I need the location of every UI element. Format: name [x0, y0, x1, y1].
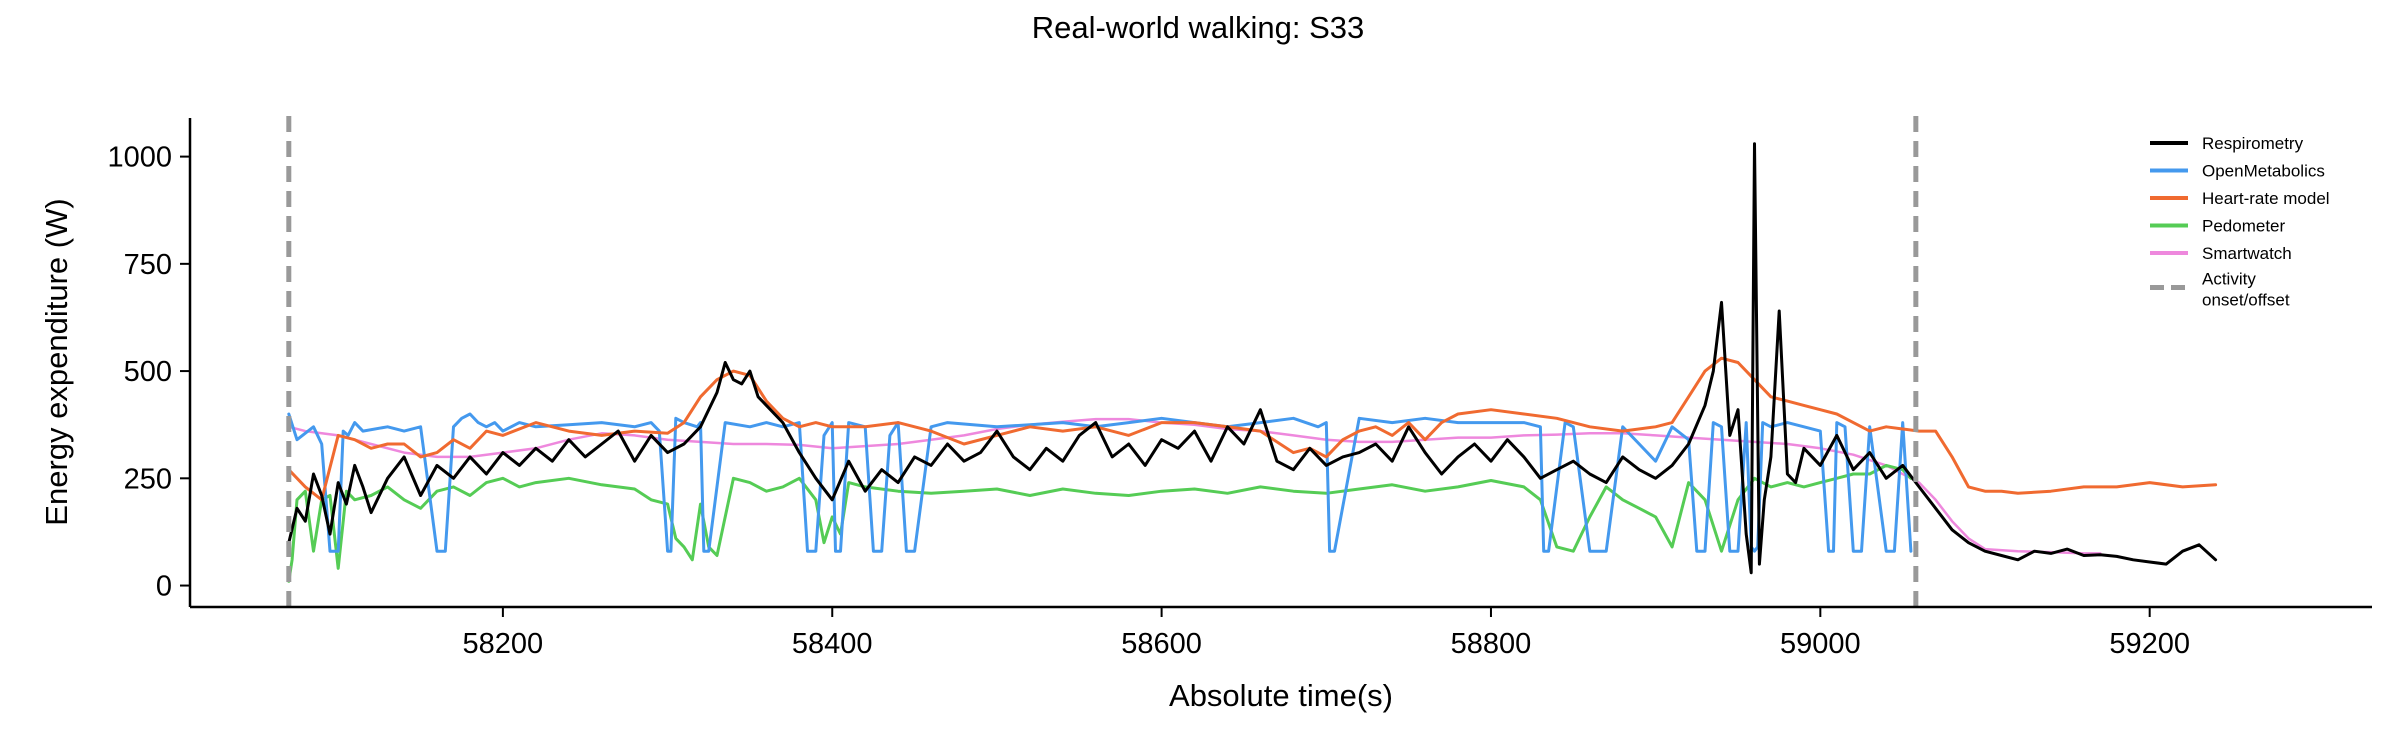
- x-tick-label: 58400: [792, 628, 873, 660]
- x-tick-label: 59000: [1780, 628, 1861, 660]
- x-tick-label: 58800: [1451, 628, 1532, 660]
- chart-title: Real-world walking: S33: [1032, 10, 1365, 45]
- series-line-pedometer: [287, 463, 1913, 583]
- legend-label: Smartwatch: [2202, 244, 2292, 263]
- axes: [188, 118, 2372, 609]
- y-ticks: 0 250 500 750 1000: [107, 142, 190, 603]
- series-line-heart-rate-model: [287, 356, 2218, 502]
- x-tick-label: 59200: [2109, 628, 2190, 660]
- y-axis-label: Energy expenditure (W): [39, 198, 74, 525]
- y-tick-label: 1000: [107, 142, 172, 174]
- legend-label: onset/offset: [2202, 291, 2290, 310]
- legend-label: Pedometer: [2202, 217, 2285, 236]
- legend-label: Activity: [2202, 270, 2256, 289]
- legend: Respirometry OpenMetabolics Heart-rate mod…: [2150, 134, 2330, 310]
- x-ticks: 58200 58400 58600 58800 59000 59200: [463, 607, 2190, 660]
- y-tick-label: 250: [124, 463, 172, 495]
- y-tick-label: 500: [124, 356, 172, 388]
- legend-label: Heart-rate model: [2202, 189, 2330, 208]
- series-line-respirometry: [287, 142, 2218, 575]
- plot-area: [286, 116, 2218, 607]
- x-tick-label: 58600: [1121, 628, 1202, 660]
- y-tick-label: 0: [156, 571, 172, 603]
- x-axis-label: Absolute time(s): [1169, 678, 1393, 713]
- series-line-openmetabolics: [287, 412, 1913, 553]
- y-tick-label: 750: [124, 249, 172, 281]
- x-tick-label: 58200: [463, 628, 544, 660]
- legend-label: OpenMetabolics: [2202, 162, 2325, 181]
- legend-label: Respirometry: [2202, 134, 2304, 153]
